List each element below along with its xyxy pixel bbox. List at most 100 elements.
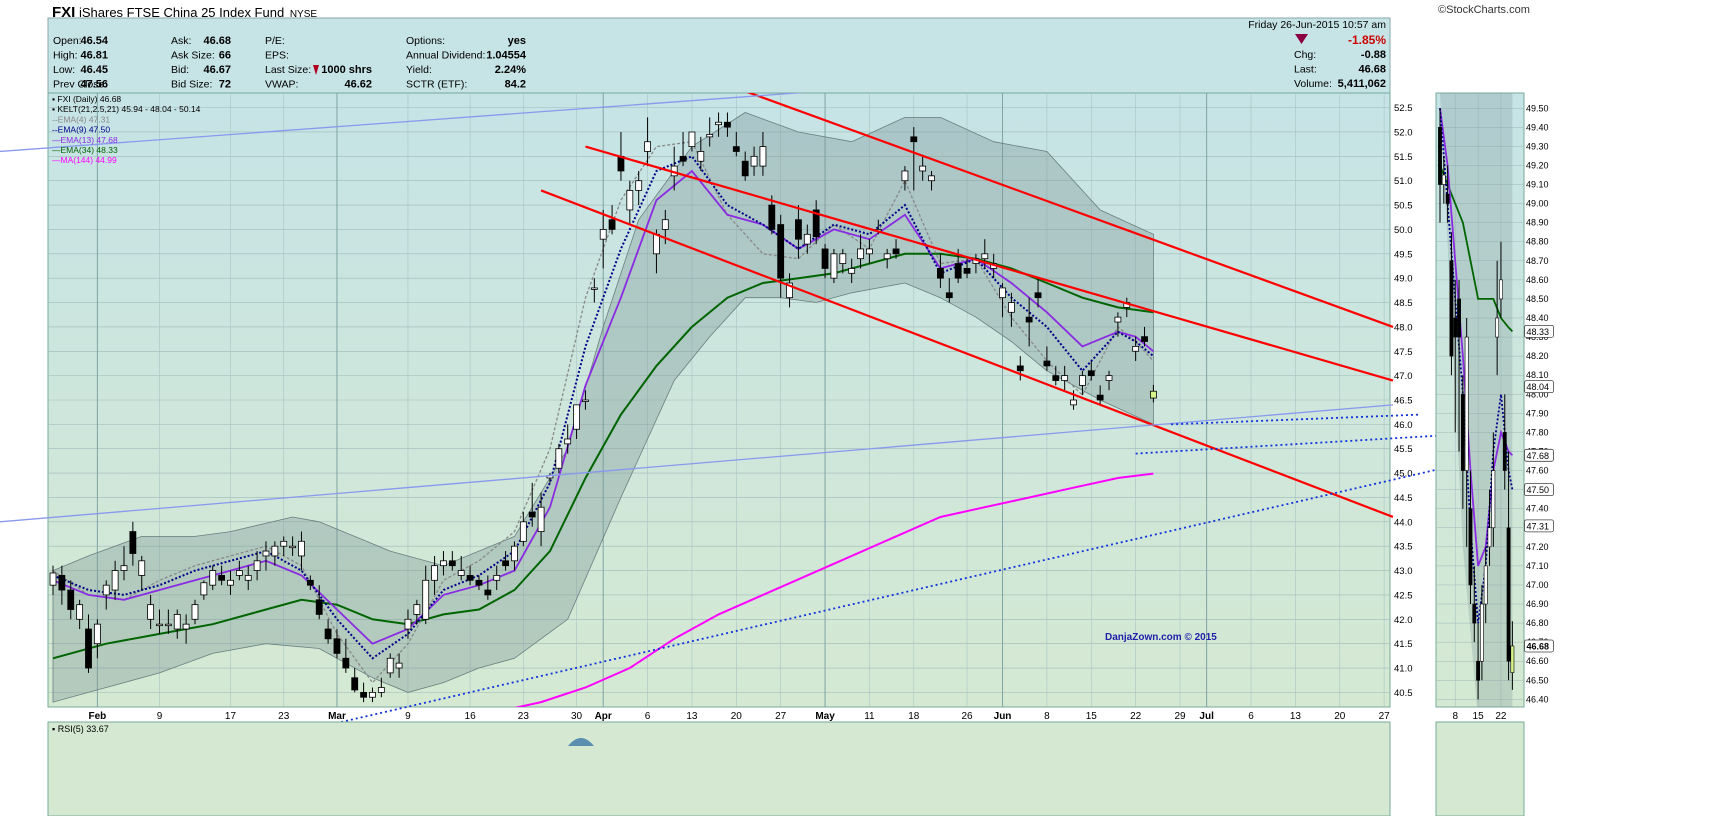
candle <box>999 283 1006 318</box>
y-tick-label: 42.5 <box>1394 590 1413 601</box>
candle-body <box>857 248 864 260</box>
candle <box>741 151 749 181</box>
value-tag: 47.31 <box>1524 519 1554 533</box>
value-tag: 48.04 <box>1524 380 1554 394</box>
candle-body <box>1449 260 1454 357</box>
candle <box>1114 312 1122 337</box>
candle <box>147 594 155 630</box>
candle-body <box>1438 127 1442 185</box>
y-tick-label: 49.0 <box>1394 274 1413 285</box>
candle <box>1441 155 1446 204</box>
candle <box>1149 384 1157 403</box>
quote-col-fundamentals-label: P/E: <box>265 35 285 47</box>
candle <box>298 531 305 571</box>
candle <box>919 156 927 181</box>
candle-body <box>377 687 385 693</box>
x-tick-label: May <box>815 711 835 722</box>
candle <box>235 560 243 581</box>
quote-col-bidask-label: Ask Size: <box>171 50 215 62</box>
symbol: FXI <box>52 4 76 21</box>
candle <box>1476 623 1480 700</box>
candle-body <box>262 550 270 557</box>
candle <box>1079 370 1086 396</box>
candle-body <box>1034 292 1042 299</box>
channel-trendline <box>540 189 1394 518</box>
candle-body <box>848 268 856 274</box>
candle-body <box>440 560 447 567</box>
candle <box>342 638 350 673</box>
x-tick-label: 13 <box>1290 711 1302 722</box>
candle-body <box>191 604 199 620</box>
candle-body <box>85 628 92 669</box>
candle-body <box>360 691 367 698</box>
x-tick-label: 8 <box>1044 711 1050 722</box>
y-tick-label: 50.0 <box>1394 225 1413 236</box>
channel-trendline <box>746 93 1394 328</box>
candle-body <box>1510 645 1515 673</box>
candle <box>129 521 137 566</box>
candle-body <box>227 579 234 586</box>
candle-body <box>1487 527 1492 548</box>
candle-body <box>963 268 971 274</box>
candle-body <box>76 604 84 620</box>
candle-body <box>697 151 705 162</box>
candle <box>306 575 314 591</box>
candle-body <box>1132 345 1140 352</box>
candle-body <box>830 253 838 279</box>
candle-body <box>1141 336 1148 342</box>
brand-logo[interactable]: ©StockCharts.com <box>1438 4 1530 16</box>
side-series-layer <box>1438 93 1515 707</box>
legend-entry: --EMA(4) 47.31 <box>52 114 110 124</box>
candle-body <box>306 579 314 586</box>
x-tick-label: 27 <box>1379 711 1391 722</box>
y-tick-label: 46.60 <box>1526 656 1549 666</box>
y-tick-label: 51.0 <box>1394 176 1413 187</box>
y-tick-label: 47.40 <box>1526 504 1549 514</box>
x-tick-label: 22 <box>1495 711 1507 722</box>
candle <box>1499 241 1503 319</box>
y-tick-label: 47.5 <box>1394 347 1413 358</box>
candle-body <box>803 233 811 245</box>
candle <box>1438 108 1442 223</box>
candle-body <box>1472 603 1477 624</box>
candle <box>138 555 146 591</box>
x-tick-label: 18 <box>908 711 920 722</box>
candle-body <box>502 560 509 567</box>
x-tick-label: 6 <box>1248 711 1254 722</box>
candle <box>1502 394 1507 490</box>
candle <box>289 536 297 556</box>
candle <box>1034 278 1042 308</box>
quote-col-prices-label: Open: <box>53 35 82 47</box>
candle-body <box>235 570 243 576</box>
candle <box>981 239 989 269</box>
y-tick-label: 48.40 <box>1526 313 1549 323</box>
watermark: DanjaZown.com © 2015 <box>1105 632 1217 643</box>
candle-body <box>626 190 634 211</box>
y-tick-label: 45.5 <box>1394 444 1413 455</box>
candle <box>227 570 234 595</box>
x-tick-label: 15 <box>1086 711 1098 722</box>
candle-body <box>741 160 749 177</box>
candle <box>484 575 492 600</box>
candle-body <box>342 657 350 669</box>
ema13-line <box>52 169 1154 645</box>
y-tick-label: 46.40 <box>1526 694 1549 704</box>
candle-body <box>812 209 820 238</box>
y-tick-label: 48.20 <box>1526 351 1549 361</box>
y-tick-label: 48.50 <box>1526 294 1549 304</box>
candle <box>1472 565 1477 643</box>
y-tick-label: 48.10 <box>1526 370 1549 380</box>
candle-body <box>1445 193 1450 204</box>
candle <box>93 619 101 659</box>
value-tag: 47.68 <box>1524 448 1554 462</box>
candle-body <box>351 677 359 691</box>
candle <box>218 565 226 586</box>
candle-body <box>271 545 279 557</box>
candle <box>404 609 412 639</box>
value-tag-text: 48.33 <box>1527 327 1550 337</box>
candle <box>750 146 758 176</box>
candle-body <box>511 545 518 562</box>
candle-body <box>999 287 1006 299</box>
candle <box>440 551 447 576</box>
